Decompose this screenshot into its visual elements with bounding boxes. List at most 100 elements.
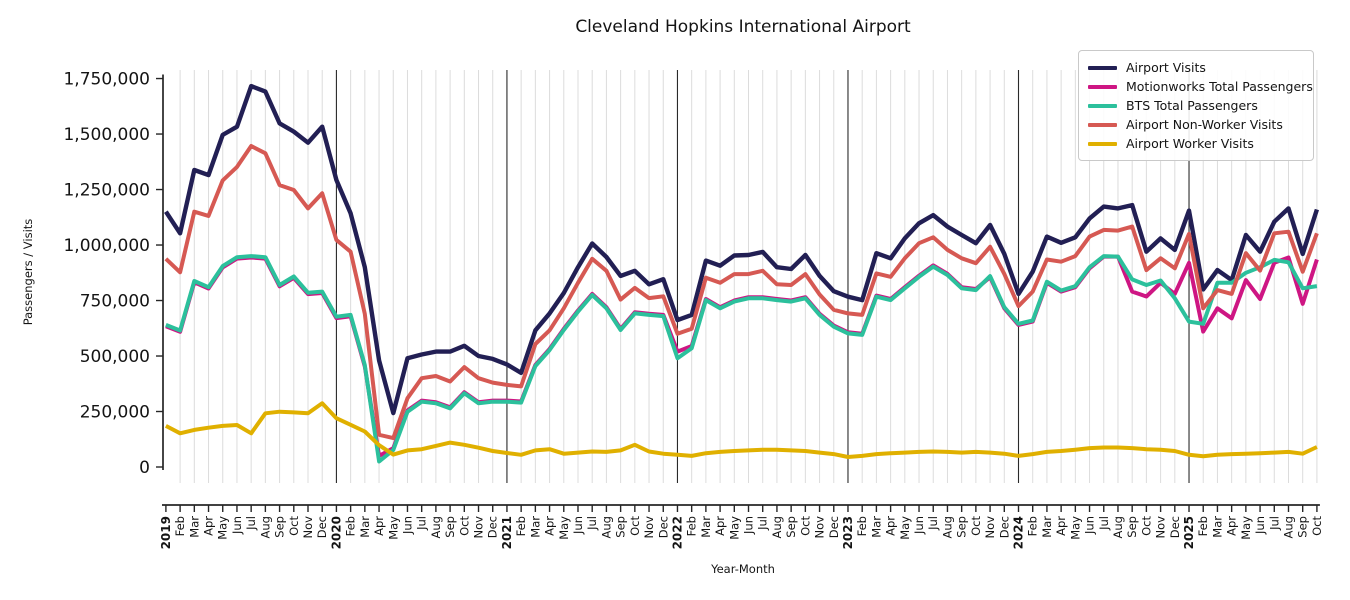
x-tick-label: Dec	[1168, 516, 1182, 538]
x-tick-label: Aug	[1111, 516, 1125, 538]
x-tick-label: May	[216, 516, 230, 540]
x-tick-label: Jul	[756, 516, 770, 531]
x-tick-label: Apr	[543, 516, 557, 536]
x-tick-label: Jun	[912, 516, 926, 535]
x-tick-label: Jul	[585, 516, 599, 531]
x-tick-label: Nov	[472, 516, 486, 539]
x-tick-label: May	[386, 516, 400, 540]
x-tick-label: Mar	[869, 516, 883, 538]
x-tick-label: Feb	[344, 516, 358, 536]
chart-title: Cleveland Hopkins International Airport	[575, 17, 911, 37]
x-tick-label: Apr	[1225, 516, 1239, 536]
x-tick-label: 2025	[1182, 516, 1196, 549]
x-tick-label: Jul	[1267, 516, 1281, 531]
x-tick-label: Mar	[528, 516, 542, 538]
x-tick-label: Oct	[1310, 516, 1324, 536]
legend-label: Motionworks Total Passengers	[1126, 79, 1313, 94]
x-tick-label: Nov	[301, 516, 315, 539]
x-tick-label: Feb	[685, 516, 699, 536]
x-tick-label: Aug	[940, 516, 954, 538]
x-tick-label: Nov	[1154, 516, 1168, 539]
y-tick-label: 250,000	[80, 403, 150, 423]
x-tick-label: May	[557, 516, 571, 540]
x-tick-label: Aug	[429, 516, 443, 538]
x-tick-label: Oct	[457, 516, 471, 536]
x-tick-label: Feb	[1196, 516, 1210, 536]
x-tick-label: Oct	[628, 516, 642, 536]
x-tick-label: Apr	[1054, 516, 1068, 536]
legend: Airport Visits Motionworks Total Passenge…	[1078, 50, 1314, 161]
x-tick-label: Jul	[244, 516, 258, 531]
x-tick-label: Oct	[287, 516, 301, 536]
legend-label: Airport Visits	[1126, 60, 1206, 75]
x-tick-label: 2019	[159, 516, 173, 549]
x-tick-label: 2024	[1012, 516, 1026, 549]
x-tick-label: 2023	[841, 516, 855, 549]
x-tick-label: Sep	[1125, 516, 1139, 538]
x-tick-label: Jun	[1083, 516, 1097, 535]
x-tick-label: Sep	[273, 516, 287, 538]
legend-label: Airport Worker Visits	[1126, 136, 1254, 151]
x-tick-label: Oct	[1139, 516, 1153, 536]
x-tick-label: Nov	[983, 516, 997, 539]
x-tick-label: Sep	[784, 516, 798, 538]
x-tick-label: Apr	[202, 516, 216, 536]
x-tick-label: Jun	[742, 516, 756, 535]
legend-item-airport-worker-visits: Airport Worker Visits	[1088, 134, 1304, 153]
x-tick-label: Jul	[1097, 516, 1111, 531]
x-tick-label: Dec	[827, 516, 841, 538]
x-tick-label: May	[1068, 516, 1082, 540]
x-tick-label: Jul	[926, 516, 940, 531]
x-tick-label: Mar	[358, 516, 372, 538]
x-tick-label: 2021	[500, 516, 514, 549]
x-tick-label: Feb	[1026, 516, 1040, 536]
x-tick-label: Nov	[813, 516, 827, 539]
x-tick-label: Sep	[955, 516, 969, 538]
y-tick-label: 1,000,000	[63, 236, 150, 256]
x-tick-label: Dec	[656, 516, 670, 538]
x-tick-label: Mar	[1210, 516, 1224, 538]
x-tick-label: Oct	[969, 516, 983, 536]
legend-line-swatch	[1088, 141, 1117, 146]
x-tick-label: Feb	[855, 516, 869, 536]
series-line-airport-worker-visits	[164, 401, 1318, 459]
x-tick-label: Dec	[997, 516, 1011, 538]
x-tick-label: 2020	[329, 516, 343, 549]
y-tick-label: 750,000	[80, 292, 150, 312]
legend-label: BTS Total Passengers	[1126, 98, 1258, 113]
legend-line-swatch	[1088, 84, 1117, 89]
x-tick-label: May	[1239, 516, 1253, 540]
x-tick-label: Jul	[415, 516, 429, 531]
x-tick-label: Aug	[1281, 516, 1295, 538]
x-tick-label: Mar	[699, 516, 713, 538]
legend-line-swatch	[1088, 103, 1117, 108]
x-tick-label: Mar	[1040, 516, 1054, 538]
x-tick-label: Dec	[486, 516, 500, 538]
y-tick-label: 500,000	[80, 347, 150, 367]
x-tick-label: Jun	[230, 516, 244, 535]
x-tick-label: 2022	[670, 516, 684, 549]
series-line-bts-total-passengers	[165, 254, 1318, 464]
y-tick-label: 1,250,000	[63, 181, 150, 201]
x-tick-label: Sep	[1296, 516, 1310, 538]
x-tick-label: May	[898, 516, 912, 540]
y-axis-label: Passengers / Visits	[21, 218, 35, 326]
legend-label: Airport Non-Worker Visits	[1126, 117, 1283, 132]
x-tick-label: Jun	[571, 516, 585, 535]
y-tick-label: 1,500,000	[63, 125, 150, 145]
legend-item-airport-non-worker-visits: Airport Non-Worker Visits	[1088, 115, 1304, 134]
x-tick-label: Jun	[400, 516, 414, 535]
x-tick-label: Mar	[187, 516, 201, 538]
x-tick-label: Aug	[770, 516, 784, 538]
x-tick-label: Apr	[372, 516, 386, 536]
x-tick-label: Nov	[642, 516, 656, 539]
y-tick-label: 0	[139, 458, 150, 478]
legend-item-motionworks-total-passengers: Motionworks Total Passengers	[1088, 77, 1313, 96]
legend-line-swatch	[1088, 65, 1117, 70]
legend-item-airport-visits: Airport Visits	[1088, 58, 1304, 77]
x-tick-label: Sep	[614, 516, 628, 538]
series-line-airport-non-worker-visits	[164, 144, 1319, 441]
x-tick-label: Apr	[884, 516, 898, 536]
x-tick-label: May	[727, 516, 741, 540]
